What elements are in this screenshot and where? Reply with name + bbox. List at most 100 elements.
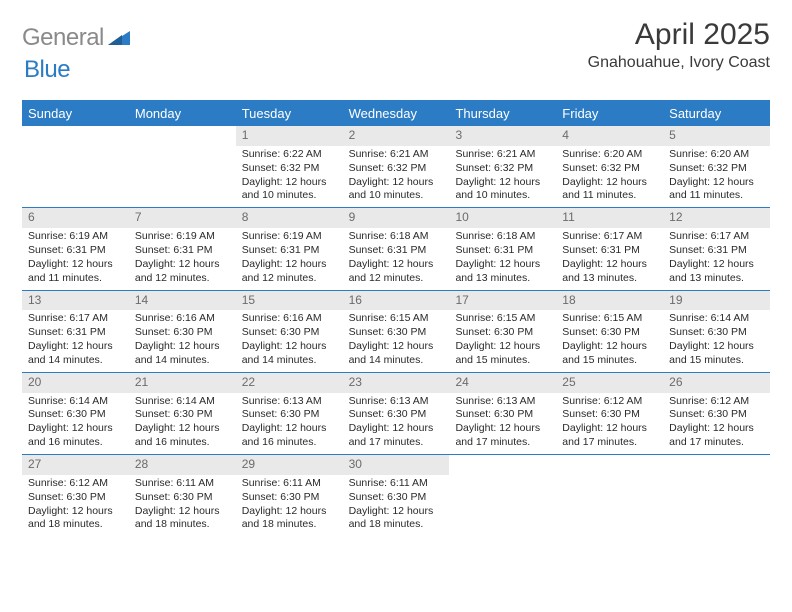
- calendar-cell: 3Sunrise: 6:21 AMSunset: 6:32 PMDaylight…: [449, 126, 556, 207]
- calendar-cell: 8Sunrise: 6:19 AMSunset: 6:31 PMDaylight…: [236, 208, 343, 289]
- sunrise-line: Sunrise: 6:14 AM: [135, 395, 230, 409]
- day-number: 21: [129, 373, 236, 393]
- day-details: Sunrise: 6:19 AMSunset: 6:31 PMDaylight:…: [22, 228, 129, 289]
- calendar-cell: 2Sunrise: 6:21 AMSunset: 6:32 PMDaylight…: [343, 126, 450, 207]
- calendar-cell: 23Sunrise: 6:13 AMSunset: 6:30 PMDayligh…: [343, 373, 450, 454]
- day-number: 1: [236, 126, 343, 146]
- calendar-cell: 14Sunrise: 6:16 AMSunset: 6:30 PMDayligh…: [129, 291, 236, 372]
- day-details: Sunrise: 6:20 AMSunset: 6:32 PMDaylight:…: [556, 146, 663, 207]
- daylight-line: Daylight: 12 hours and 13 minutes.: [562, 258, 657, 286]
- day-number: 10: [449, 208, 556, 228]
- sunset-line: Sunset: 6:31 PM: [349, 244, 444, 258]
- sunrise-line: Sunrise: 6:15 AM: [455, 312, 550, 326]
- sunset-line: Sunset: 6:30 PM: [349, 326, 444, 340]
- daylight-line: Daylight: 12 hours and 10 minutes.: [242, 176, 337, 204]
- sunset-line: Sunset: 6:31 PM: [28, 244, 123, 258]
- daylight-line: Daylight: 12 hours and 12 minutes.: [135, 258, 230, 286]
- dow-tuesday: Tuesday: [236, 102, 343, 125]
- logo: General: [22, 18, 132, 52]
- day-number: 12: [663, 208, 770, 228]
- day-details: Sunrise: 6:19 AMSunset: 6:31 PMDaylight:…: [236, 228, 343, 289]
- sunset-line: Sunset: 6:30 PM: [242, 491, 337, 505]
- day-number: 8: [236, 208, 343, 228]
- sunset-line: Sunset: 6:30 PM: [669, 408, 764, 422]
- calendar-cell: 22Sunrise: 6:13 AMSunset: 6:30 PMDayligh…: [236, 373, 343, 454]
- calendar-week-row: 1Sunrise: 6:22 AMSunset: 6:32 PMDaylight…: [22, 125, 770, 207]
- calendar-week-row: 27Sunrise: 6:12 AMSunset: 6:30 PMDayligh…: [22, 454, 770, 536]
- logo-text-blue: Blue: [24, 56, 70, 83]
- calendar-cell: 11Sunrise: 6:17 AMSunset: 6:31 PMDayligh…: [556, 208, 663, 289]
- calendar-week-row: 6Sunrise: 6:19 AMSunset: 6:31 PMDaylight…: [22, 207, 770, 289]
- sunrise-line: Sunrise: 6:14 AM: [669, 312, 764, 326]
- sunrise-line: Sunrise: 6:13 AM: [349, 395, 444, 409]
- day-details: Sunrise: 6:15 AMSunset: 6:30 PMDaylight:…: [449, 310, 556, 371]
- calendar-cell-empty: [663, 455, 770, 536]
- sunrise-line: Sunrise: 6:15 AM: [562, 312, 657, 326]
- sunset-line: Sunset: 6:31 PM: [135, 244, 230, 258]
- calendar-cell: 28Sunrise: 6:11 AMSunset: 6:30 PMDayligh…: [129, 455, 236, 536]
- sunrise-line: Sunrise: 6:12 AM: [669, 395, 764, 409]
- day-details: Sunrise: 6:15 AMSunset: 6:30 PMDaylight:…: [556, 310, 663, 371]
- sunrise-line: Sunrise: 6:17 AM: [669, 230, 764, 244]
- daylight-line: Daylight: 12 hours and 15 minutes.: [669, 340, 764, 368]
- sunrise-line: Sunrise: 6:21 AM: [455, 148, 550, 162]
- sunset-line: Sunset: 6:30 PM: [135, 408, 230, 422]
- day-details: Sunrise: 6:16 AMSunset: 6:30 PMDaylight:…: [129, 310, 236, 371]
- day-number: 11: [556, 208, 663, 228]
- day-number: 19: [663, 291, 770, 311]
- calendar-week-row: 20Sunrise: 6:14 AMSunset: 6:30 PMDayligh…: [22, 372, 770, 454]
- sunset-line: Sunset: 6:30 PM: [669, 326, 764, 340]
- title-block: April 2025 Gnahouahue, Ivory Coast: [588, 18, 770, 72]
- calendar-cell: 10Sunrise: 6:18 AMSunset: 6:31 PMDayligh…: [449, 208, 556, 289]
- day-details: Sunrise: 6:19 AMSunset: 6:31 PMDaylight:…: [129, 228, 236, 289]
- sunset-line: Sunset: 6:30 PM: [242, 326, 337, 340]
- sunrise-line: Sunrise: 6:14 AM: [28, 395, 123, 409]
- sunset-line: Sunset: 6:31 PM: [455, 244, 550, 258]
- logo-text-general: General: [22, 24, 104, 52]
- daylight-line: Daylight: 12 hours and 10 minutes.: [455, 176, 550, 204]
- daylight-line: Daylight: 12 hours and 18 minutes.: [242, 505, 337, 533]
- day-details: Sunrise: 6:18 AMSunset: 6:31 PMDaylight:…: [449, 228, 556, 289]
- sunrise-line: Sunrise: 6:18 AM: [455, 230, 550, 244]
- calendar-cell: 21Sunrise: 6:14 AMSunset: 6:30 PMDayligh…: [129, 373, 236, 454]
- calendar-cell: 6Sunrise: 6:19 AMSunset: 6:31 PMDaylight…: [22, 208, 129, 289]
- day-details: Sunrise: 6:13 AMSunset: 6:30 PMDaylight:…: [343, 393, 450, 454]
- day-number: 26: [663, 373, 770, 393]
- sunset-line: Sunset: 6:31 PM: [669, 244, 764, 258]
- daylight-line: Daylight: 12 hours and 11 minutes.: [562, 176, 657, 204]
- day-details: Sunrise: 6:17 AMSunset: 6:31 PMDaylight:…: [663, 228, 770, 289]
- day-number: 17: [449, 291, 556, 311]
- sunset-line: Sunset: 6:32 PM: [242, 162, 337, 176]
- day-number: 23: [343, 373, 450, 393]
- dow-thursday: Thursday: [449, 102, 556, 125]
- calendar-cell: 29Sunrise: 6:11 AMSunset: 6:30 PMDayligh…: [236, 455, 343, 536]
- sunset-line: Sunset: 6:30 PM: [562, 408, 657, 422]
- day-details: Sunrise: 6:11 AMSunset: 6:30 PMDaylight:…: [129, 475, 236, 536]
- sunrise-line: Sunrise: 6:19 AM: [242, 230, 337, 244]
- calendar-cell: 18Sunrise: 6:15 AMSunset: 6:30 PMDayligh…: [556, 291, 663, 372]
- daylight-line: Daylight: 12 hours and 11 minutes.: [669, 176, 764, 204]
- sunrise-line: Sunrise: 6:19 AM: [28, 230, 123, 244]
- calendar-cell: 19Sunrise: 6:14 AMSunset: 6:30 PMDayligh…: [663, 291, 770, 372]
- day-details: Sunrise: 6:12 AMSunset: 6:30 PMDaylight:…: [556, 393, 663, 454]
- daylight-line: Daylight: 12 hours and 12 minutes.: [349, 258, 444, 286]
- day-details: Sunrise: 6:12 AMSunset: 6:30 PMDaylight:…: [663, 393, 770, 454]
- day-details: Sunrise: 6:15 AMSunset: 6:30 PMDaylight:…: [343, 310, 450, 371]
- calendar-cell: 24Sunrise: 6:13 AMSunset: 6:30 PMDayligh…: [449, 373, 556, 454]
- calendar-cell: 20Sunrise: 6:14 AMSunset: 6:30 PMDayligh…: [22, 373, 129, 454]
- day-number: 29: [236, 455, 343, 475]
- day-number: 16: [343, 291, 450, 311]
- day-of-week-header: Sunday Monday Tuesday Wednesday Thursday…: [22, 102, 770, 125]
- daylight-line: Daylight: 12 hours and 18 minutes.: [135, 505, 230, 533]
- day-details: Sunrise: 6:21 AMSunset: 6:32 PMDaylight:…: [449, 146, 556, 207]
- day-details: Sunrise: 6:11 AMSunset: 6:30 PMDaylight:…: [236, 475, 343, 536]
- daylight-line: Daylight: 12 hours and 16 minutes.: [28, 422, 123, 450]
- day-number: 20: [22, 373, 129, 393]
- sunrise-line: Sunrise: 6:11 AM: [349, 477, 444, 491]
- day-details: Sunrise: 6:13 AMSunset: 6:30 PMDaylight:…: [236, 393, 343, 454]
- day-details: Sunrise: 6:14 AMSunset: 6:30 PMDaylight:…: [22, 393, 129, 454]
- calendar-page: General April 2025 Gnahouahue, Ivory Coa…: [0, 0, 792, 536]
- sunset-line: Sunset: 6:32 PM: [669, 162, 764, 176]
- sunset-line: Sunset: 6:32 PM: [562, 162, 657, 176]
- day-details: Sunrise: 6:20 AMSunset: 6:32 PMDaylight:…: [663, 146, 770, 207]
